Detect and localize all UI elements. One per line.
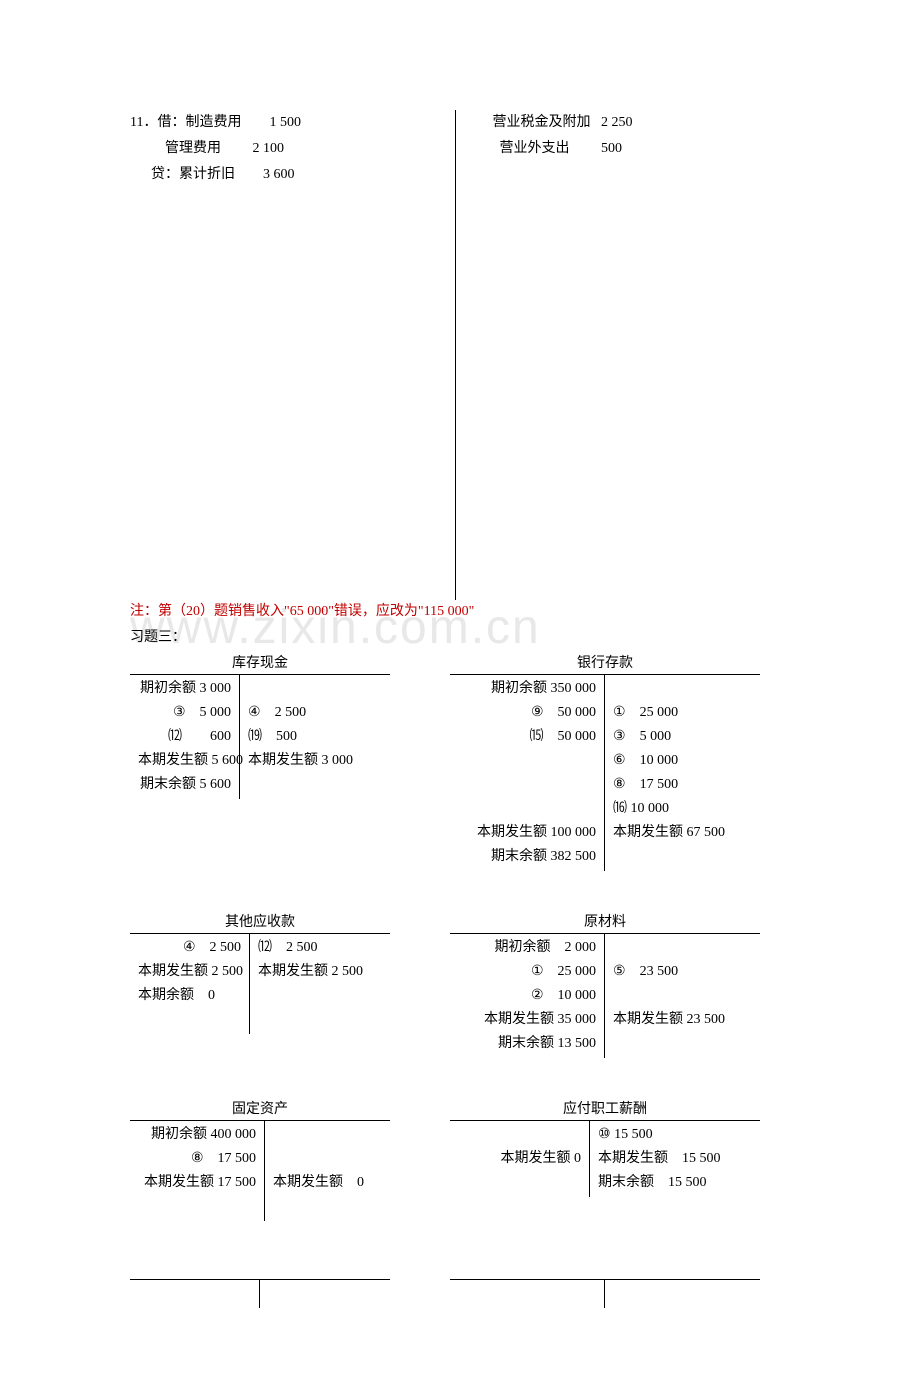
t-accounts-row: 其他应收款 ④ 2 500 本期发生额 2 500 本期余额 0 ⑿ 2 500… <box>130 911 790 1088</box>
t-line: ⑧ 17 500 <box>138 1147 256 1171</box>
t-account-title: 原材料 <box>450 911 760 934</box>
t-account-other-recv: 其他应收款 ④ 2 500 本期发生额 2 500 本期余额 0 ⑿ 2 500… <box>130 911 390 1058</box>
t-accounts-row: 库存现金 期初余额 3 000 ③ 5 000 ⑿ 600 本期发生额 5 60… <box>130 652 790 901</box>
t-account-title: 库存现金 <box>130 652 390 675</box>
t-line: ② 10 000 <box>458 984 596 1008</box>
t-accounts-row <box>130 1261 790 1338</box>
t-account-empty <box>450 1261 760 1308</box>
t-line: 期初余额 3 000 <box>138 677 231 701</box>
t-line <box>248 677 382 701</box>
t-line: 本期发生额 23 500 <box>613 1008 752 1032</box>
account-name: 制造费用 <box>185 115 241 130</box>
t-line <box>458 773 596 797</box>
journal-number: 11． <box>130 115 157 130</box>
t-line: ⑥ 10 000 <box>613 749 752 773</box>
account-name: 管理费用 <box>165 141 221 156</box>
t-line: ⑨ 50 000 <box>458 701 596 725</box>
debit-label: 借： <box>157 115 185 130</box>
t-account-title: 应付职工薪酬 <box>450 1098 760 1121</box>
t-line <box>613 677 752 701</box>
t-account-title: 其他应收款 <box>130 911 390 934</box>
t-line: 期末余额 15 500 <box>598 1171 752 1195</box>
t-line: 本期发生额 0 <box>273 1171 382 1195</box>
amount: 2 100 <box>253 141 285 156</box>
t-line: 期初余额 350 000 <box>458 677 596 701</box>
amount: 1 500 <box>269 115 301 130</box>
t-line: 本期发生额 67 500 <box>613 821 752 845</box>
correction-note: 注：第（20）题销售收入"65 000"错误，应改为"115 000" <box>130 600 790 620</box>
t-account-payroll: 应付职工薪酬 本期发生额 0 ⑩ 15 500 本期发生额 15 500 期末余… <box>450 1098 760 1221</box>
t-account-fixed-assets: 固定资产 期初余额 400 000 ⑧ 17 500 本期发生额 17 500 … <box>130 1098 390 1221</box>
account-name: 营业外支出 <box>500 141 570 156</box>
t-line: ① 25 000 <box>613 701 752 725</box>
t-line: ⑿ 600 <box>138 725 231 749</box>
t-line: 本期发生额 3 000 <box>248 749 382 773</box>
credit-label: 贷： <box>151 167 179 182</box>
t-line: ④ 2 500 <box>248 701 382 725</box>
t-line: ⒆ 500 <box>248 725 382 749</box>
t-line: 期初余额 400 000 <box>138 1123 256 1147</box>
t-line <box>613 984 752 1008</box>
t-line: 期初余额 2 000 <box>458 936 596 960</box>
t-line: 本期余额 0 <box>138 984 241 1008</box>
t-line: 本期发生额 35 000 <box>458 1008 596 1032</box>
t-line <box>613 936 752 960</box>
t-line: 本期发生额 15 500 <box>598 1147 752 1171</box>
t-account-materials: 原材料 期初余额 2 000 ① 25 000 ② 10 000 本期发生额 3… <box>450 911 760 1058</box>
t-line: ⒂ 50 000 <box>458 725 596 749</box>
journal-right-column: 营业税金及附加 2 250 营业外支出 500 <box>456 110 791 600</box>
journal-entry-line: 营业税金及附加 2 250 <box>486 110 791 136</box>
t-line: ⒃ 10 000 <box>613 797 752 821</box>
amount: 500 <box>601 141 622 156</box>
t-line: ③ 5 000 <box>138 701 231 725</box>
journal-left-column: 11．借：制造费用 1 500 管理费用 2 100 贷：累计折旧 3 600 <box>130 110 456 600</box>
t-account-cash: 库存现金 期初余额 3 000 ③ 5 000 ⑿ 600 本期发生额 5 60… <box>130 652 390 871</box>
journal-entry-line: 贷：累计折旧 3 600 <box>130 162 435 188</box>
t-line <box>273 1123 382 1147</box>
section-label: 习题三： <box>130 626 790 646</box>
t-line: ⑩ 15 500 <box>598 1123 752 1147</box>
t-line: 本期发生额 2 500 <box>258 960 382 984</box>
t-line: 本期发生额 0 <box>458 1147 581 1171</box>
t-line: ⑤ 23 500 <box>613 960 752 984</box>
journal-entry-line: 管理费用 2 100 <box>130 136 435 162</box>
t-line: 本期发生额 100 000 <box>458 821 596 845</box>
t-line: 期末余额 5 600 <box>138 773 231 797</box>
t-line <box>458 1123 581 1147</box>
t-line: ③ 5 000 <box>613 725 752 749</box>
account-name: 营业税金及附加 <box>493 115 591 130</box>
t-line: 本期发生额 17 500 <box>138 1171 256 1195</box>
t-line: 期末余额 13 500 <box>458 1032 596 1056</box>
t-line: 期末余额 382 500 <box>458 845 596 869</box>
t-line: 本期发生额 5 600 <box>138 749 231 773</box>
t-line: ⑿ 2 500 <box>258 936 382 960</box>
t-account-bank: 银行存款 期初余额 350 000 ⑨ 50 000 ⒂ 50 000 本期发生… <box>450 652 760 871</box>
t-accounts-row: 固定资产 期初余额 400 000 ⑧ 17 500 本期发生额 17 500 … <box>130 1098 790 1251</box>
amount: 2 250 <box>601 115 633 130</box>
journal-entry-line: 营业外支出 500 <box>486 136 791 162</box>
t-account-empty <box>130 1261 390 1308</box>
journal-entry-line: 11．借：制造费用 1 500 <box>130 110 435 136</box>
t-line: ④ 2 500 <box>138 936 241 960</box>
t-account-title <box>130 1261 390 1280</box>
t-account-title <box>450 1261 760 1280</box>
journal-section: 11．借：制造费用 1 500 管理费用 2 100 贷：累计折旧 3 600 … <box>130 110 790 600</box>
t-account-title: 银行存款 <box>450 652 760 675</box>
t-line: ⑧ 17 500 <box>613 773 752 797</box>
t-line: 本期发生额 2 500 <box>138 960 241 984</box>
t-line <box>458 749 596 773</box>
t-line <box>273 1147 382 1171</box>
account-name: 累计折旧 <box>179 167 235 182</box>
t-account-title: 固定资产 <box>130 1098 390 1121</box>
t-line: ① 25 000 <box>458 960 596 984</box>
t-line <box>458 797 596 821</box>
amount: 3 600 <box>263 167 295 182</box>
